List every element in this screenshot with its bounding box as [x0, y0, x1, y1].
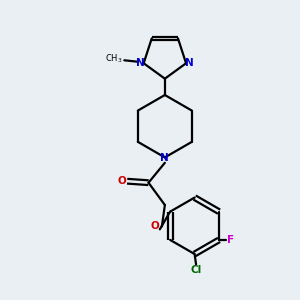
Text: F: F	[227, 235, 235, 245]
Text: N: N	[136, 58, 145, 68]
Text: O: O	[150, 221, 159, 231]
Text: CH$_3$: CH$_3$	[105, 53, 122, 65]
Text: N: N	[160, 153, 169, 163]
Text: N: N	[185, 58, 194, 68]
Text: O: O	[118, 176, 127, 186]
Text: Cl: Cl	[190, 266, 202, 275]
